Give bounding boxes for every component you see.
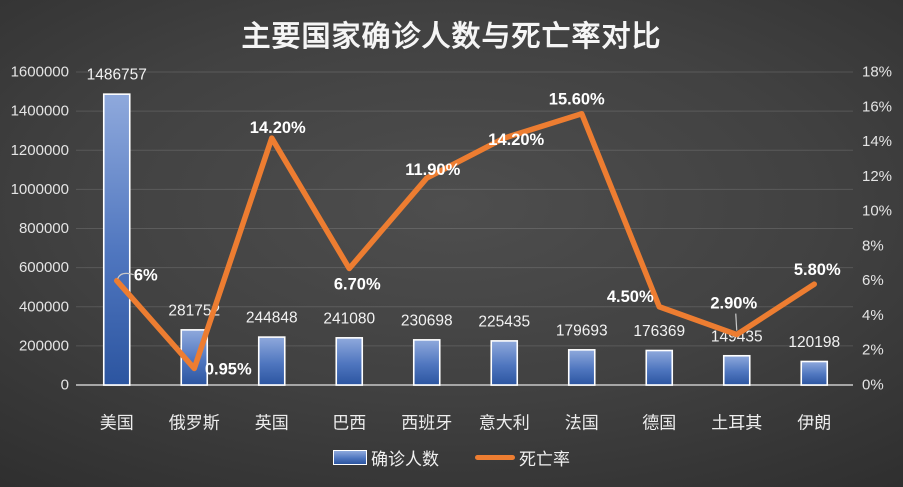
category-label: 俄罗斯 <box>169 414 220 433</box>
y2-axis-tick-label: 0% <box>862 377 884 394</box>
bar <box>722 354 751 386</box>
legend-label: 死亡率 <box>519 450 570 469</box>
bar <box>102 93 131 386</box>
label-leader-line <box>117 272 134 279</box>
bar <box>645 349 674 386</box>
y2-axis-tick-label: 8% <box>862 237 884 254</box>
bar <box>490 340 519 386</box>
y2-axis-tick-label: 18% <box>862 64 892 81</box>
y-axis-tick-label: 200000 <box>19 337 69 354</box>
y-axis-tick-label: 1000000 <box>11 181 69 198</box>
category-label: 美国 <box>100 414 134 433</box>
y2-axis-tick-label: 4% <box>862 307 884 324</box>
line-swatch-icon <box>475 455 515 460</box>
chart-title: 主要国家确诊人数与死亡率对比 <box>241 21 662 53</box>
y-axis-tick-label: 800000 <box>19 220 69 237</box>
category-label: 德国 <box>642 414 676 433</box>
line-point-label: 11.90% <box>405 161 460 179</box>
category-label: 伊朗 <box>797 414 831 433</box>
category-label: 西班牙 <box>401 414 452 433</box>
legend-item-death-rate: 死亡率 <box>475 445 570 470</box>
line-point-label: 5.80% <box>794 261 841 279</box>
line-point-label: 4.50% <box>607 288 654 306</box>
y-axis-tick-label: 0 <box>61 377 69 394</box>
bar-value-label: 225435 <box>478 313 530 330</box>
category-label: 巴西 <box>332 414 366 433</box>
bar <box>412 339 441 386</box>
bar <box>257 336 286 386</box>
legend-label: 确诊人数 <box>371 450 439 469</box>
legend-item-confirmed-cases: 确诊人数 <box>333 445 439 470</box>
line-point-label: 15.60% <box>549 91 605 109</box>
line-point-label: 14.20% <box>250 119 306 137</box>
line-point-label: 0.95% <box>205 360 252 378</box>
bar <box>335 337 364 386</box>
category-label: 意大利 <box>479 414 530 433</box>
legend: 确诊人数 死亡率 <box>0 445 903 470</box>
bar-value-label: 176369 <box>633 323 685 340</box>
line-point-label: 2.90% <box>710 295 757 313</box>
y-axis-tick-label: 600000 <box>19 259 69 276</box>
y-axis-tick-label: 400000 <box>19 298 69 315</box>
label-leader-line <box>735 313 738 331</box>
bar-swatch-icon <box>333 450 367 465</box>
bar-value-label: 281752 <box>168 302 220 319</box>
bar-value-label: 241080 <box>323 310 375 327</box>
bar <box>567 349 596 386</box>
bar-value-label: 179693 <box>556 322 608 339</box>
bar-value-label: 244848 <box>246 310 298 327</box>
y-axis-tick-label: 1400000 <box>11 103 69 120</box>
y2-axis-tick-label: 2% <box>862 342 884 359</box>
y2-axis-tick-label: 12% <box>862 168 892 185</box>
y2-axis-tick-label: 10% <box>862 203 892 220</box>
y-axis-tick-label: 1600000 <box>11 64 69 81</box>
line-point-label: 6% <box>134 267 158 285</box>
line-point-label: 6.70% <box>334 275 381 293</box>
death-rate-line <box>114 110 817 372</box>
y-axis-tick-label: 1200000 <box>11 142 69 159</box>
bar-value-label: 1486757 <box>87 67 147 84</box>
category-label: 土耳其 <box>711 414 762 433</box>
bar-value-label: 120198 <box>788 334 840 351</box>
y2-axis-tick-label: 14% <box>862 133 892 150</box>
bar <box>800 360 829 386</box>
y2-axis-tick-label: 6% <box>862 272 884 289</box>
category-label: 法国 <box>565 414 599 433</box>
line-point-label: 14.20% <box>488 131 544 149</box>
bar-value-label: 230698 <box>401 312 453 329</box>
y2-axis-tick-label: 16% <box>862 98 892 115</box>
category-label: 英国 <box>255 414 289 433</box>
